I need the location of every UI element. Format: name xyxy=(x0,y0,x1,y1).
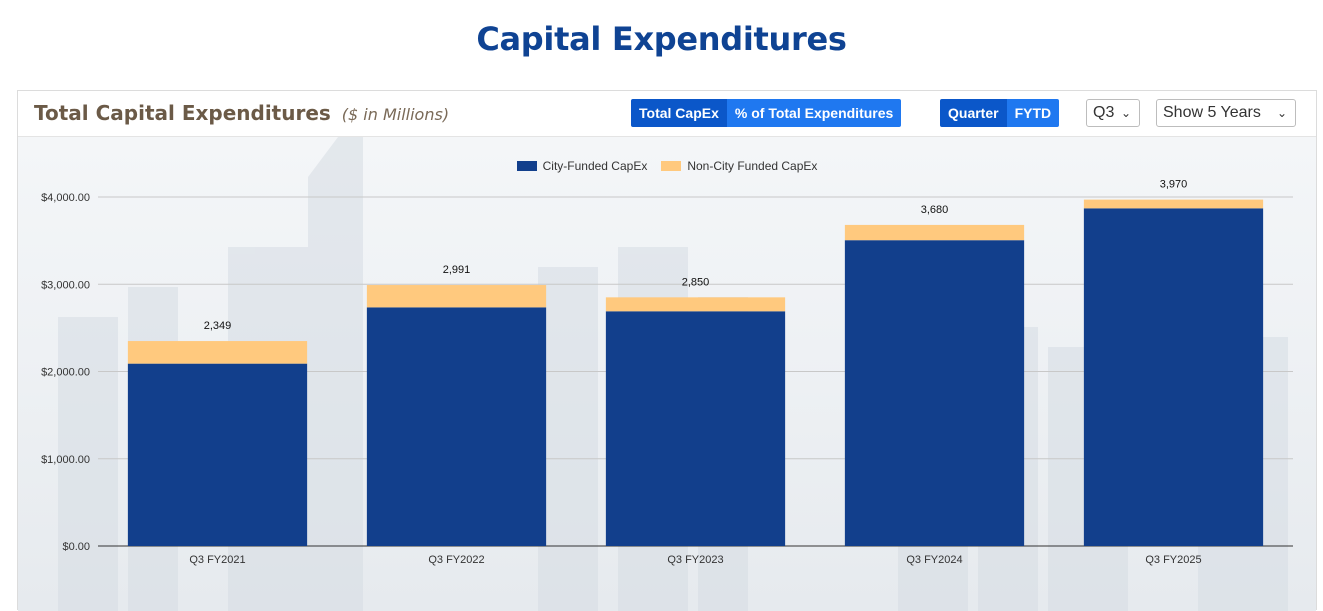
data-label-total: 2,850 xyxy=(682,276,710,288)
years-select-value: Show 5 Years xyxy=(1163,104,1261,121)
bar-non-city-funded[interactable] xyxy=(844,224,1025,241)
legend-item-city[interactable]: City-Funded CapEx xyxy=(516,159,648,173)
card-header: Total Capital Expenditures ($ in Million… xyxy=(18,91,1316,137)
metric-toggle: Total CapEx % of Total Expenditures xyxy=(631,99,902,127)
legend-swatch-city xyxy=(516,161,537,171)
bar-non-city-funded[interactable] xyxy=(605,297,786,312)
chart-area: City-Funded CapEx Non-City Funded CapEx … xyxy=(18,137,1316,611)
bar-city-funded[interactable] xyxy=(605,311,786,546)
y-tick-label: $4,000.00 xyxy=(41,192,90,204)
legend-label-non-city: Non-City Funded CapEx xyxy=(687,159,818,173)
x-tick-label: Q3 FY2023 xyxy=(667,554,723,566)
bar-city-funded[interactable] xyxy=(127,363,308,546)
quarter-select[interactable]: Q3 ⌄ xyxy=(1086,99,1140,127)
legend-swatch-non-city xyxy=(661,161,682,171)
chevron-down-icon: ⌄ xyxy=(1120,106,1131,120)
bar-chart: $0.00 $1,000.00 $2,000.00 $3,000.00 $4,000.0… xyxy=(41,179,1293,566)
y-tick-label: $1,000.00 xyxy=(41,454,90,466)
total-capex-button[interactable]: Total CapEx xyxy=(631,99,727,127)
years-select[interactable]: Show 5 Years ⌄ xyxy=(1156,99,1296,127)
bar-city-funded[interactable] xyxy=(366,307,547,546)
x-tick-label: Q3 FY2021 xyxy=(189,554,245,566)
data-label-total: 2,991 xyxy=(443,264,471,276)
x-tick-label: Q3 FY2022 xyxy=(428,554,484,566)
bar-city-funded[interactable] xyxy=(1083,208,1264,546)
chart-card: Total Capital Expenditures ($ in Million… xyxy=(17,90,1317,611)
data-label-total: 2,349 xyxy=(204,320,232,332)
legend-label-city: City-Funded CapEx xyxy=(542,159,648,173)
bar-city-funded[interactable] xyxy=(844,240,1025,546)
legend-item-non-city[interactable]: Non-City Funded CapEx xyxy=(661,159,817,173)
bar-non-city-funded[interactable] xyxy=(1083,199,1264,209)
y-tick-label: $3,000.00 xyxy=(41,279,90,291)
y-tick-label: $2,000.00 xyxy=(41,367,90,379)
bar-non-city-funded[interactable] xyxy=(127,341,308,364)
data-label-total: 3,970 xyxy=(1160,179,1188,191)
percent-of-total-button[interactable]: % of Total Expenditures xyxy=(726,99,902,127)
card-title-text: Total Capital Expenditures xyxy=(34,101,331,125)
quarter-select-value: Q3 xyxy=(1093,104,1115,121)
quarter-button[interactable]: Quarter xyxy=(940,99,1007,127)
period-toggle: Quarter FYTD xyxy=(940,99,1060,127)
bar-non-city-funded[interactable] xyxy=(366,285,547,308)
chevron-down-icon: ⌄ xyxy=(1276,106,1287,120)
page-title: Capital Expenditures xyxy=(476,20,847,58)
x-tick-label: Q3 FY2024 xyxy=(906,554,962,566)
card-title-unit: ($ in Millions) xyxy=(341,105,450,124)
y-tick-label: $0.00 xyxy=(62,541,90,553)
card-title: Total Capital Expenditures ($ in Million… xyxy=(34,101,449,125)
fytd-button[interactable]: FYTD xyxy=(1006,99,1060,127)
chart-legend: City-Funded CapEx Non-City Funded CapEx xyxy=(18,159,1316,173)
data-label-total: 3,680 xyxy=(921,204,949,216)
x-tick-label: Q3 FY2025 xyxy=(1145,554,1201,566)
